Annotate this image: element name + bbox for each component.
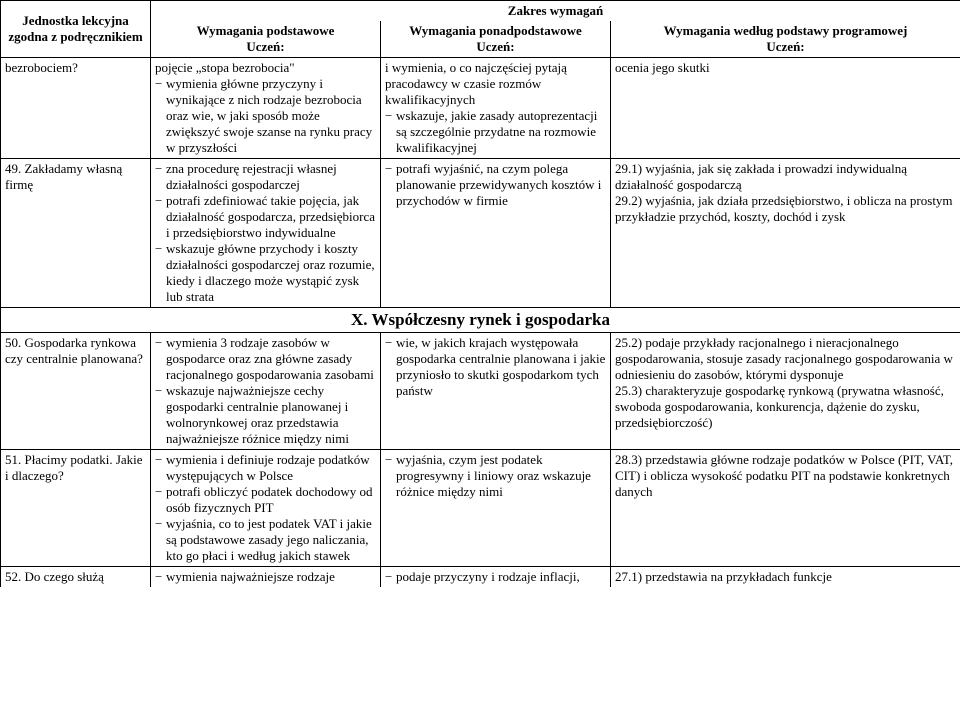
extra-list: potrafi wyjaśnić, na czym polega planowa… [385,161,606,209]
prog-cell: 28.3) przedstawia główne rodzaje podatkó… [611,450,960,567]
header-unit-line2: zgodna z podręcznikiem [8,29,142,44]
basic-cell: wymienia 3 rodzaje zasobów w gospodarce … [151,333,381,450]
extra-list: wyjaśnia, czym jest podatek progresywny … [385,452,606,500]
header-prog: Wymagania według podstawy programowej Uc… [611,21,960,58]
unit-cell: 51. Płacimy podatki. Jakie i dlaczego? [1,450,151,567]
unit-cell: 52. Do czego służą [1,567,151,588]
prog-text-1: 25.2) podaje przykłady racjonalnego i ni… [615,335,956,383]
header-span-title: Zakres wymagań [508,3,603,18]
header-unit: Jednostka lekcyjna zgodna z podręcznikie… [1,1,151,58]
table-row: 52. Do czego służą wymienia najważniejsz… [1,567,960,588]
unit-label: bezrobociem? [5,60,78,75]
list-item: wyjaśnia, co to jest podatek VAT i jakie… [155,516,376,564]
extra-cell: i wymienia, o co najczęściej pytają prac… [381,58,611,159]
table-row: 50. Gospodarka rynkowa czy centralnie pl… [1,333,960,450]
prog-text-1: 29.1) wyjaśnia, jak się zakłada i prowad… [615,161,956,193]
extra-cell: wyjaśnia, czym jest podatek progresywny … [381,450,611,567]
extra-pre: i wymienia, o co najczęściej pytają prac… [385,60,567,107]
list-item: podaje przyczyny i rodzaje inflacji, [385,569,606,585]
basic-cell: wymienia najważniejsze rodzaje [151,567,381,588]
prog-text: 28.3) przedstawia główne rodzaje podatkó… [615,452,953,499]
extra-cell: podaje przyczyny i rodzaje inflacji, [381,567,611,588]
basic-list: wymienia i definiuje rodzaje podatków wy… [155,452,376,564]
table-row: bezrobociem? pojęcie „stopa bezrobocia" … [1,58,960,159]
prog-cell: 29.1) wyjaśnia, jak się zakłada i prowad… [611,159,960,308]
list-item: potrafi wyjaśnić, na czym polega planowa… [385,161,606,209]
basic-cell: pojęcie „stopa bezrobocia" wymienia głów… [151,58,381,159]
prog-text: 27.1) przedstawia na przykładach funkcje [615,569,832,584]
list-item: wymienia główne przyczyny i wynikające z… [155,76,376,156]
section-title: X. Współczesny rynek i gospodarka [1,308,960,333]
list-item: wymienia 3 rodzaje zasobów w gospodarce … [155,335,376,383]
basic-cell: zna procedurę rejestracji własnej działa… [151,159,381,308]
unit-label: 51. Płacimy podatki. Jakie i dlaczego? [5,452,143,483]
unit-label: 49. Zakładamy własną firmę [5,161,122,192]
header-basic: Wymagania podstawowe Uczeń: [151,21,381,58]
table-row: 49. Zakładamy własną firmę zna procedurę… [1,159,960,308]
extra-list: wskazuje, jakie zasady autoprezentacji s… [385,108,606,156]
list-item: wie, w jakich krajach występowała gospod… [385,335,606,399]
basic-list: wymienia najważniejsze rodzaje [155,569,376,585]
basic-pre: pojęcie „stopa bezrobocia" [155,60,295,75]
header-prog-line2: Uczeń: [766,39,804,54]
header-row-1: Jednostka lekcyjna zgodna z podręcznikie… [1,1,960,22]
header-basic-line2: Uczeń: [246,39,284,54]
prog-cell: 25.2) podaje przykłady racjonalnego i ni… [611,333,960,450]
list-item: wskazuje najważniejsze cechy gospodarki … [155,383,376,447]
extra-cell: potrafi wyjaśnić, na czym polega planowa… [381,159,611,308]
header-basic-line1: Wymagania podstawowe [197,23,335,38]
basic-list: zna procedurę rejestracji własnej działa… [155,161,376,305]
list-item: wyjaśnia, czym jest podatek progresywny … [385,452,606,500]
list-item: zna procedurę rejestracji własnej działa… [155,161,376,193]
section-row: X. Współczesny rynek i gospodarka [1,308,960,333]
prog-cell: 27.1) przedstawia na przykładach funkcje [611,567,960,588]
header-extra-line2: Uczeń: [476,39,514,54]
unit-cell: 49. Zakładamy własną firmę [1,159,151,308]
extra-list: podaje przyczyny i rodzaje inflacji, [385,569,606,585]
unit-label: 50. Gospodarka rynkowa czy centralnie pl… [5,335,143,366]
list-item: potrafi zdefiniować takie pojęcia, jak d… [155,193,376,241]
list-item: wymienia najważniejsze rodzaje [155,569,376,585]
header-extra: Wymagania ponadpodstawowe Uczeń: [381,21,611,58]
requirements-table: Jednostka lekcyjna zgodna z podręcznikie… [0,0,960,587]
prog-cell: ocenia jego skutki [611,58,960,159]
prog-text-2: 25.3) charakteryzuje gospodarkę rynkową … [615,383,956,431]
basic-list: wymienia główne przyczyny i wynikające z… [155,76,376,156]
list-item: potrafi obliczyć podatek dochodowy od os… [155,484,376,516]
list-item: wskazuje, jakie zasady autoprezentacji s… [385,108,606,156]
basic-list: wymienia 3 rodzaje zasobów w gospodarce … [155,335,376,447]
header-unit-line1: Jednostka lekcyjna [22,13,129,28]
list-item: wskazuje główne przychody i koszty dział… [155,241,376,305]
unit-cell: bezrobociem? [1,58,151,159]
unit-label: 52. Do czego służą [5,569,104,584]
list-item: wymienia i definiuje rodzaje podatków wy… [155,452,376,484]
prog-text-2: 29.2) wyjaśnia, jak działa przedsiębiors… [615,193,956,225]
extra-list: wie, w jakich krajach występowała gospod… [385,335,606,399]
header-prog-line1: Wymagania według podstawy programowej [664,23,908,38]
table-row: 51. Płacimy podatki. Jakie i dlaczego? w… [1,450,960,567]
header-extra-line1: Wymagania ponadpodstawowe [409,23,582,38]
extra-cell: wie, w jakich krajach występowała gospod… [381,333,611,450]
header-span: Zakres wymagań [151,1,960,22]
unit-cell: 50. Gospodarka rynkowa czy centralnie pl… [1,333,151,450]
prog-text: ocenia jego skutki [615,60,710,75]
basic-cell: wymienia i definiuje rodzaje podatków wy… [151,450,381,567]
